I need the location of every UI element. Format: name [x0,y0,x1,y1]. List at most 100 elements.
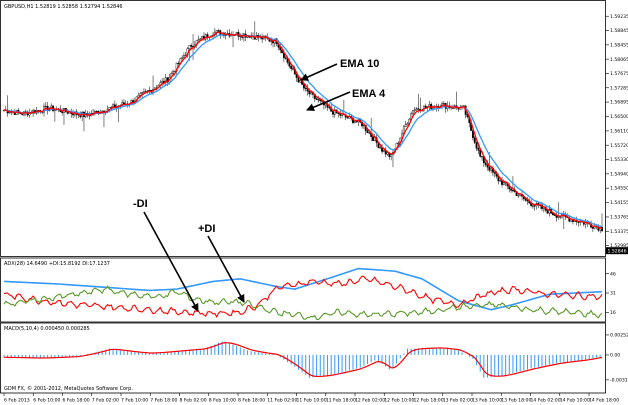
candlestick [442,101,445,105]
x-tick-label: 7 Feb 18:00 [150,398,177,404]
adx-pane [0,257,606,323]
macd-header: MACD(5,10,4) 0.000450 0.000285 [4,326,90,332]
x-tick-label: 8 Feb 10:00 [209,398,236,404]
candlestick [512,176,514,193]
price-y-tick-label: 1.57675 [610,71,628,77]
annotation-ema4: EMA 4 [352,88,386,100]
x-tick-label: 14 Feb 18:00 [589,398,619,404]
x-tick-label: 6 Feb 2013 [4,398,30,404]
arrow-plus-di [207,235,245,303]
macd-y-tick-label: 0.002528 [610,333,628,339]
x-tick-label: 8 Feb 18:00 [238,398,265,404]
price-y-tick-label: 1.58455 [610,42,628,48]
candlestick [368,132,371,134]
macd-pane [0,322,606,394]
x-tick-label: 12 Feb 18:00 [414,398,444,404]
candlestick [164,73,167,86]
macd-signal-line [3,342,603,378]
series-line-minus-di [3,285,603,321]
candlestick [475,141,478,152]
x-tick-label: 8 Feb 02:00 [180,398,207,404]
price-y-tick-label: 1.54940 [610,171,628,177]
price-y-tick-label: 1.54550 [610,186,628,192]
series-line-adx [3,267,603,311]
candlestick [417,93,420,113]
candlestick [297,77,300,83]
candlestick [502,179,505,186]
annotation-minus-di: -DI [133,198,148,210]
price-y-tick-label: 1.52985 [610,243,628,249]
x-tick-label: 13 Feb 18:00 [501,398,531,404]
price-y-tick-label: 1.58065 [610,57,628,63]
candlestick [591,226,594,232]
price-y-tick-label: 1.58845 [610,28,628,34]
candlestick [44,102,47,108]
candlestick [404,120,407,128]
x-tick-label: 14 Feb 02:00 [531,398,561,404]
current-price-label: 1.52846 [608,248,627,254]
candlestick [295,73,298,82]
arrow-minus-di [143,211,199,312]
candlestick [137,92,140,98]
x-tick-label: 13 Feb 10:00 [472,398,502,404]
adx-header: ADX(28) 14.6490 +DI:15.8192 DI:17.1237 [4,261,110,267]
copyright-footer: GDM FX, © 2001-2012, MetaQuotes Software… [4,385,133,392]
price-y-tick-label: 1.53375 [610,229,628,235]
candlestick [290,65,293,72]
series-line-plusminus-di [3,275,603,318]
current-price-marker [606,247,628,255]
arrow-ema10 [300,63,338,81]
annotation-plus-di: +DI [198,223,215,235]
x-tick-label: 11 Feb 02:00 [267,398,297,404]
candlestick [415,107,418,112]
x-tick-label: 12 Feb 02:00 [355,398,385,404]
x-tick-label: 12 Feb 10:00 [384,398,414,404]
candlestick [533,205,536,211]
adx-y-tick-label: 16 [610,310,616,316]
price-header: GBPUSD,H1 1.52819 1.52858 1.52794 1.5284… [4,4,123,10]
candlestick [317,96,320,103]
x-tick-label: 11 Feb 18:00 [326,398,356,404]
x-tick-label: 13 Feb 02:00 [443,398,473,404]
price-y-tick-label: 1.55330 [610,157,628,163]
price-y-tick-label: 1.56500 [610,114,628,120]
arrow-ema4 [306,91,351,111]
series-line-ema-4 [3,31,603,230]
candlestick [493,171,496,178]
candlestick [192,34,194,60]
adx-y-tick-label: 31 [610,291,616,297]
candlestick [353,120,356,124]
candlestick [481,156,483,161]
candlestick [479,150,482,158]
x-tick-label: 7 Feb 10:00 [121,398,148,404]
candlestick [510,188,513,193]
x-tick-label: 11 Feb 10:00 [297,398,327,404]
macd-y-tick-label: -0.003151 [610,377,628,383]
price-y-tick-label: 1.56895 [610,100,628,106]
candlestick [499,179,502,182]
price-y-tick-label: 1.53765 [610,215,628,221]
candlestick [183,52,185,59]
price-y-tick-label: 1.54155 [610,200,628,206]
price-y-tick-label: 1.59235 [610,14,628,20]
adx-y-tick-label: 46 [610,271,616,277]
candlestick [181,55,184,60]
annotation-ema10: EMA 10 [340,58,379,70]
price-y-tick-label: 1.57285 [610,85,628,91]
x-tick-label: 6 Feb 10:00 [33,398,60,404]
price-y-tick-label: 1.55720 [610,143,628,149]
candlestick [557,202,560,220]
candlestick [477,144,480,155]
candlestick [473,135,476,144]
x-tick-label: 7 Feb 02:00 [92,398,119,404]
macd-y-tick-label: 0.00 [610,353,620,359]
candlestick [406,121,409,126]
x-tick-label: 6 Feb 18:00 [63,398,90,404]
candlestick [161,78,164,87]
x-tick-label: 14 Feb 10:00 [560,398,590,404]
candlestick [190,43,193,49]
price-pane [0,0,606,257]
candlestick [424,103,427,109]
price-y-tick-label: 1.56110 [610,128,628,134]
